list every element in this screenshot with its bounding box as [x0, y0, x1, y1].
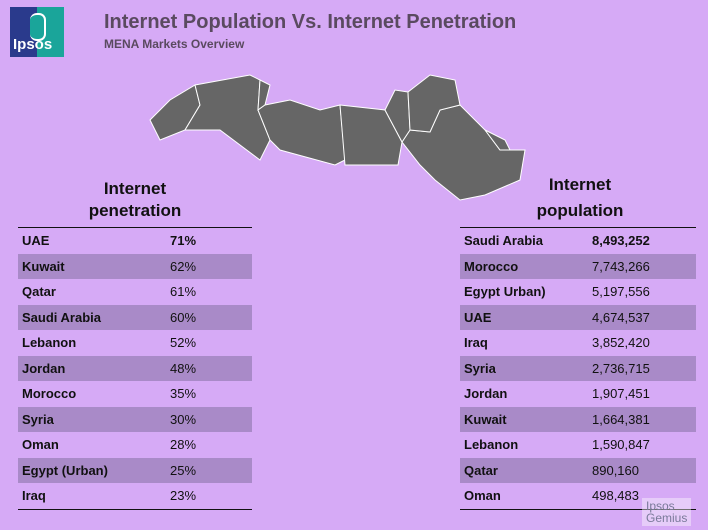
table-row: Syria 30% [18, 406, 252, 432]
country-cell: UAE [18, 227, 166, 254]
table-row: Oman 498,483 [460, 483, 696, 510]
value-cell: 28% [170, 437, 197, 453]
table-row: Egypt (Urban) 25% [18, 457, 252, 483]
table-row: UAE 71% [18, 227, 252, 254]
penetration-header: Internet penetration [88, 179, 182, 220]
value-cell: 8,493,252 [588, 227, 696, 254]
table-row: Jordan 1,907,451 [460, 381, 696, 407]
country-cell: Morocco [460, 253, 588, 279]
country-cell: Jordan [18, 355, 166, 381]
ipsos-logo: Ipsos [10, 7, 64, 57]
table-row: Egypt Urban) 5,197,556 [460, 279, 696, 305]
value-cell: 61% [170, 284, 197, 300]
country-cell: Kuwait [460, 406, 588, 432]
population-header: Internet population [536, 175, 624, 220]
country-cell: Lebanon [22, 335, 77, 351]
table-row: Jordan 48% [18, 355, 252, 381]
value-cell: 3,852,420 [592, 335, 650, 351]
value-cell: 30% [166, 406, 252, 432]
value-cell: 1,590,847 [592, 437, 650, 453]
value-cell: 60% [166, 304, 252, 330]
value-cell: 25% [166, 457, 252, 483]
country-cell: UAE [460, 304, 588, 330]
country-cell: Egypt (Urban) [18, 457, 166, 483]
page-subtitle: MENA Markets Overview [104, 37, 245, 51]
country-cell: Saudi Arabia [460, 227, 588, 254]
page-title: Internet Population Vs. Internet Penetra… [104, 11, 517, 33]
table-row: Saudi Arabia 8,493,252 [460, 227, 696, 254]
country-cell: Iraq [464, 335, 488, 351]
table-row: Saudi Arabia 60% [18, 304, 252, 330]
country-cell: Morocco [22, 386, 77, 402]
table-row: Morocco 35% [18, 381, 252, 407]
value-cell: 35% [170, 386, 197, 402]
value-cell: 52% [170, 335, 197, 351]
table-row: Oman 28% [18, 432, 252, 458]
table-row: Qatar 890,160 [460, 457, 696, 483]
table-row: Qatar 61% [18, 279, 252, 305]
penetration-table: UAE 71% Kuwait 62% Qatar 61% Saudi Arabia 60% Le… [18, 227, 252, 510]
country-cell: Syria [460, 355, 588, 381]
country-cell: Egypt Urban) [464, 284, 546, 300]
value-cell: 2,736,715 [588, 355, 696, 381]
value-cell: 5,197,556 [592, 284, 650, 300]
value-cell: 48% [166, 355, 252, 381]
table-row: Syria 2,736,715 [460, 355, 696, 381]
value-cell: 4,674,537 [588, 304, 696, 330]
country-cell: Syria [18, 406, 166, 432]
value-cell: 1,664,381 [588, 406, 696, 432]
table-row: Lebanon 52% [18, 330, 252, 356]
table-row: Iraq 3,852,420 [460, 330, 696, 356]
country-cell: Oman [22, 437, 59, 453]
mena-map [149, 74, 526, 201]
value-cell: 890,160 [588, 457, 696, 483]
value-cell: 498,483 [588, 483, 696, 510]
country-cell: Lebanon [464, 437, 519, 453]
country-cell: Oman [460, 483, 588, 510]
value-cell: 62% [166, 253, 252, 279]
ipsos-gemius-logo: Ipsos Gemius [642, 498, 692, 526]
country-cell: Saudi Arabia [18, 304, 166, 330]
table-row: Kuwait 62% [18, 253, 252, 279]
country-cell: Qatar [460, 457, 588, 483]
table-row: Lebanon 1,590,847 [460, 432, 696, 458]
country-cell: Jordan [464, 386, 508, 402]
table-row: Kuwait 1,664,381 [460, 406, 696, 432]
country-cell: Kuwait [18, 253, 166, 279]
value-cell: 23% [166, 483, 252, 510]
table-row: Morocco 7,743,266 [460, 253, 696, 279]
population-table: Saudi Arabia 8,493,252 Morocco 7,743,266 Egy… [460, 227, 696, 510]
value-cell: 1,907,451 [592, 386, 650, 402]
value-cell: 7,743,266 [588, 253, 696, 279]
table-row: Iraq 23% [18, 483, 252, 510]
value-cell: 71% [166, 227, 252, 254]
country-cell: Qatar [22, 284, 56, 300]
country-cell: Iraq [18, 483, 166, 510]
table-row: UAE 4,674,537 [460, 304, 696, 330]
